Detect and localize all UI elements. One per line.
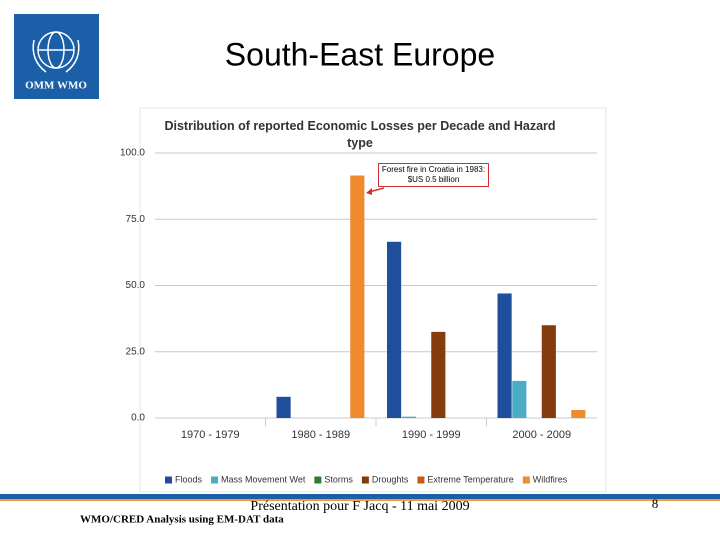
x-tick-label: 2000 - 2009 [512, 429, 571, 441]
bar [401, 416, 416, 418]
legend-label: Mass Movement Wet [221, 474, 306, 484]
footer-rule [0, 494, 720, 499]
x-tick-label: 1970 - 1979 [181, 429, 240, 441]
annotation: Forest fire in Croatia in 1983: $US 0.5 … [378, 163, 489, 187]
x-tick-label: 1980 - 1989 [291, 429, 350, 441]
logo-text: OMM WMO [25, 80, 87, 92]
legend-label: Storms [324, 474, 353, 484]
footer-text: Présentation pour F Jacq - 11 mai 2009 [250, 499, 470, 514]
y-tick-label: 25.0 [126, 346, 146, 357]
x-tick-label: 1990 - 1999 [402, 429, 461, 441]
legend-swatch [165, 476, 172, 484]
logo-emblem [32, 31, 80, 73]
legend-label: Floods [175, 474, 203, 484]
bar [571, 410, 586, 418]
bar [431, 331, 446, 418]
legend-label: Wildfires [533, 474, 568, 484]
legend-swatch [361, 476, 369, 484]
legend-swatch [417, 476, 425, 484]
bar [512, 380, 527, 418]
source-note: WMO/CRED Analysis using EM-DAT data [80, 514, 284, 526]
legend-swatch [314, 476, 322, 484]
legend-swatch [522, 476, 530, 484]
bar [541, 325, 556, 418]
chart-title: Distribution of reported Economic Losses… [164, 119, 556, 150]
bar [276, 396, 291, 418]
y-tick-label: 0.0 [131, 413, 145, 424]
y-tick-label: 75.0 [126, 214, 146, 225]
y-tick-label: 100.0 [120, 148, 145, 159]
page-number: 8 [652, 496, 659, 511]
footer-rule-accent [0, 499, 720, 501]
chart-frame [139, 107, 607, 493]
annotation-arrowhead [366, 188, 372, 195]
logo-box [14, 14, 99, 99]
bar [497, 293, 512, 418]
bar [387, 241, 402, 418]
legend-label: Droughts [372, 474, 409, 484]
y-tick-label: 50.0 [126, 280, 146, 291]
slide-title: South-East Europe [225, 36, 495, 72]
legend-swatch [211, 476, 219, 484]
legend-label: Extreme Temperature [427, 474, 513, 484]
bar [350, 175, 365, 418]
